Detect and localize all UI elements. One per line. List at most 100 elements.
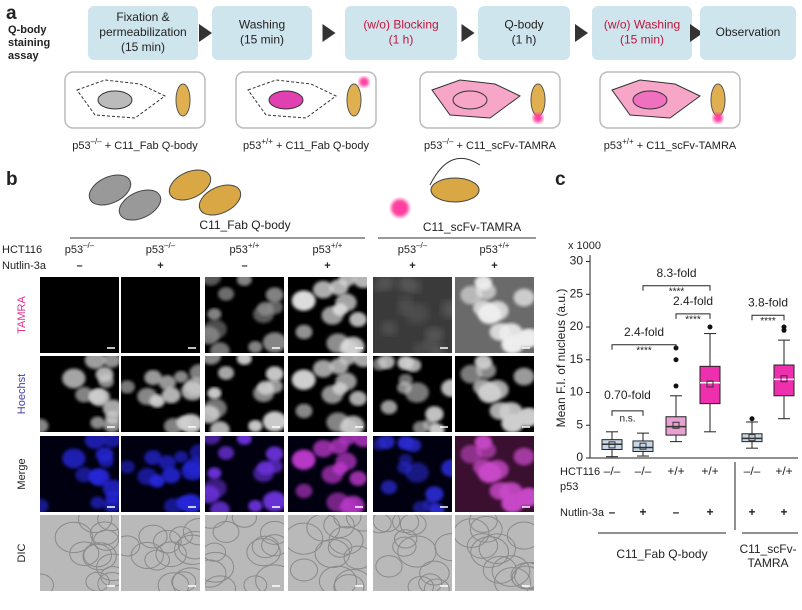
nucleus	[174, 370, 189, 383]
cell-outline	[334, 569, 367, 591]
cell-outline	[89, 521, 119, 546]
channel-label: Merge	[16, 458, 28, 489]
nucleus	[425, 327, 444, 343]
cell-outline	[478, 533, 517, 564]
nucleus	[295, 403, 313, 419]
nucleus	[248, 500, 263, 512]
antibody	[530, 83, 546, 117]
cell-outline	[345, 515, 367, 532]
cell	[431, 79, 521, 119]
bracket	[642, 285, 711, 291]
image-bg	[40, 515, 119, 591]
step-box	[212, 6, 312, 60]
gene: p53	[243, 140, 261, 152]
step-text: (15 min)	[240, 33, 284, 47]
cell-outline	[470, 536, 509, 568]
group-label: C11_scFv-	[739, 542, 796, 556]
cell-outline	[155, 541, 187, 568]
arrow	[322, 24, 336, 42]
nucleus	[513, 447, 534, 466]
nucleus	[236, 356, 252, 365]
dye	[391, 199, 409, 217]
gene: p53	[424, 140, 442, 152]
genotype-label: p53+/+ + C11_scFv-TAMRA	[604, 137, 737, 152]
nucleus	[291, 449, 316, 470]
x-tick-label: –/–	[635, 464, 652, 478]
nucleus	[352, 277, 367, 289]
nucleus	[217, 287, 235, 301]
cell-outline	[182, 518, 200, 546]
nucleus	[266, 459, 283, 474]
step-box	[592, 6, 692, 60]
cell-outline	[205, 559, 227, 588]
genotype-label: p53+/+	[480, 241, 510, 256]
cell-outline	[97, 572, 119, 591]
nucleus	[291, 290, 316, 311]
antibody	[346, 83, 362, 117]
cell-outline	[144, 549, 170, 571]
micrograph	[121, 277, 200, 353]
arrow	[575, 24, 588, 42]
genotype: +/+	[261, 137, 273, 146]
cell-outline	[77, 515, 113, 534]
genotype: –/–	[164, 241, 176, 250]
genotype: –/–	[416, 241, 428, 250]
antibody-domain	[168, 169, 212, 201]
nucleus	[485, 301, 509, 321]
genotype-label: p53+/+	[313, 241, 343, 256]
cell-outline	[85, 571, 110, 591]
nucleus	[205, 356, 222, 365]
micrograph	[205, 436, 284, 512]
arrow	[690, 24, 703, 42]
cell-outline	[373, 515, 392, 534]
y-tick-label: 10	[570, 385, 584, 399]
nucleus	[380, 321, 398, 336]
nucleus	[341, 495, 365, 512]
panel-label: c	[555, 169, 566, 190]
bracket	[611, 410, 644, 416]
nucleus	[476, 441, 497, 459]
micrograph	[288, 436, 367, 512]
nucleus	[632, 90, 668, 110]
nutlin-label: –	[673, 505, 680, 519]
genotype: +/+	[331, 241, 343, 250]
nutlin-label: +	[706, 505, 713, 519]
treatment-sign: –	[76, 260, 82, 272]
nucleus	[207, 467, 222, 480]
micrograph	[455, 277, 534, 353]
nucleus	[248, 341, 263, 353]
cell-outline	[205, 575, 237, 591]
micrograph	[373, 515, 452, 591]
nucleus	[102, 479, 119, 498]
fold-change: 8.3-fold	[656, 266, 696, 280]
cell-outline	[468, 515, 498, 533]
dye	[533, 113, 543, 123]
nucleus	[338, 277, 356, 287]
box	[632, 440, 654, 452]
gene: p53	[313, 244, 331, 256]
micrograph	[121, 356, 200, 432]
nucleus	[217, 446, 235, 460]
x-tick-label: –/–	[604, 464, 621, 478]
x-tick-label: +/+	[775, 464, 792, 478]
channel-label: DIC	[16, 543, 28, 562]
nucleus	[412, 421, 429, 432]
nucleus	[205, 398, 227, 419]
nucleus	[429, 344, 445, 353]
genotype-label: p53+/+ + C11_Fab Q-body	[243, 137, 370, 152]
micrograph	[205, 277, 284, 353]
assay-title: assay	[8, 50, 39, 62]
cell-outline	[259, 520, 284, 545]
cell-outline	[169, 526, 193, 546]
nucleus	[425, 486, 444, 502]
micrograph	[455, 436, 534, 512]
genotype-label: p53–/–	[65, 241, 95, 256]
nucleus	[161, 387, 181, 404]
nucleus	[378, 277, 395, 291]
cell-outline	[392, 515, 420, 534]
cell-outline	[423, 578, 450, 591]
genotype-label: p53–/– + C11_Fab Q-body	[72, 137, 198, 152]
nucleus	[210, 342, 230, 353]
nucleus	[161, 467, 181, 484]
assay-title: staining	[8, 37, 50, 49]
